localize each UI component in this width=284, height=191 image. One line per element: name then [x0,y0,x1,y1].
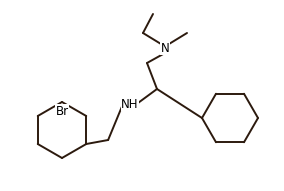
Text: N: N [161,41,169,54]
Text: Br: Br [55,105,68,118]
Text: NH: NH [121,97,139,111]
